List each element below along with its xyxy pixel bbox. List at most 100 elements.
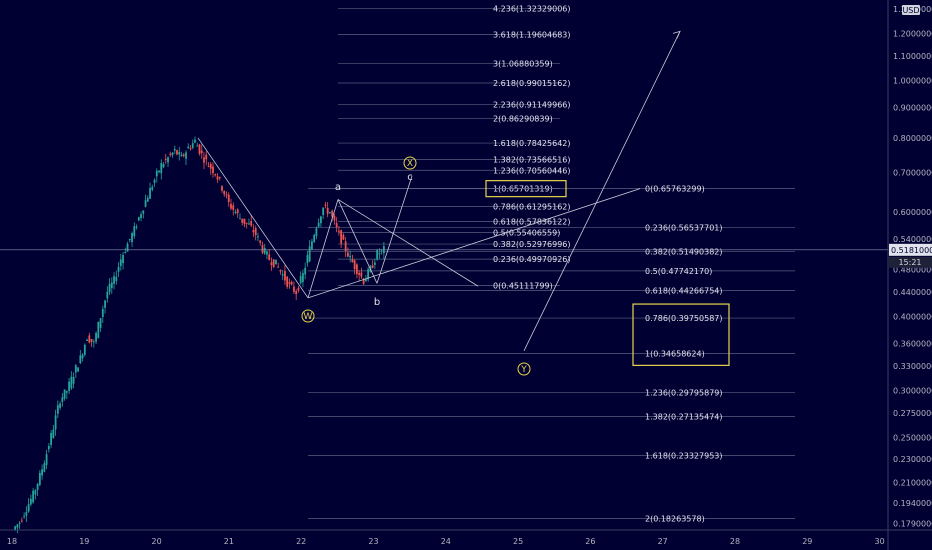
fib-label-left: 3(1.06880359) — [493, 59, 553, 68]
candle-body — [92, 341, 95, 343]
x-tick-label: 21 — [224, 537, 234, 546]
y-tick-label: 0.23000000 — [893, 455, 932, 464]
candle-body — [23, 515, 26, 517]
x-tick-label: 19 — [79, 537, 89, 546]
candle-body — [299, 276, 302, 284]
candle-body — [268, 254, 271, 260]
candle-body — [108, 283, 111, 293]
candle-body — [313, 235, 316, 243]
candle-body — [81, 354, 84, 359]
candle-body — [248, 223, 250, 225]
wave-label-a: a — [335, 182, 341, 193]
candle-body — [189, 148, 192, 150]
candle-body — [119, 259, 122, 266]
candle-body — [326, 207, 329, 214]
candle-body — [61, 397, 64, 402]
fib-anchor-line — [307, 188, 641, 299]
candle-body — [216, 176, 219, 180]
wave-label-x: X — [407, 159, 413, 169]
candle-body — [259, 240, 262, 243]
candle-body — [185, 152, 187, 159]
x-tick-label: 28 — [730, 537, 740, 546]
candle-body — [140, 214, 142, 218]
candle-body — [146, 197, 149, 202]
candle-body — [344, 241, 347, 251]
candle-body — [353, 260, 356, 270]
candle-body — [68, 381, 70, 391]
x-tick-label: 24 — [441, 537, 451, 546]
candle-body — [376, 250, 379, 260]
candle-body — [95, 333, 97, 342]
candle-body — [171, 152, 174, 156]
candle-body — [212, 166, 214, 174]
candle-body — [275, 259, 277, 265]
x-tick-label: 30 — [875, 537, 885, 546]
candle-body — [155, 170, 158, 177]
candle-body — [196, 145, 199, 147]
candle-body — [54, 415, 57, 430]
candle-body — [14, 526, 17, 530]
candle-body — [72, 376, 75, 384]
candle-body — [38, 472, 41, 485]
candle-body — [43, 463, 46, 472]
candle-body — [342, 234, 345, 240]
fib-label-left: 1(0.65701319) — [493, 185, 553, 194]
y-tick-label: 1.00000000 — [893, 76, 932, 85]
candle-body — [261, 245, 264, 253]
candle-body — [50, 432, 52, 446]
candle-body — [351, 259, 354, 263]
wave-line-b-to-c — [376, 175, 413, 284]
candle-body — [135, 226, 138, 228]
currency-badge[interactable] — [902, 5, 920, 15]
candlesticks — [14, 136, 385, 534]
candle-body — [207, 165, 210, 167]
highlight-box-fib-1 — [485, 180, 567, 198]
candle-body — [194, 139, 196, 143]
candle-body — [349, 255, 352, 258]
candle-body — [70, 376, 73, 389]
candle-body — [36, 483, 39, 490]
fib-label-right: 1.382(0.27135474) — [645, 412, 723, 421]
countdown-label: 15:21 — [898, 258, 921, 267]
candle-body — [133, 226, 136, 237]
x-tick-label: 27 — [658, 537, 668, 546]
y-tick-label: 0.60000000 — [893, 208, 932, 217]
candle-body — [373, 262, 376, 265]
fib-label-right: 2(0.18263578) — [645, 514, 705, 523]
wave-label-y: Y — [520, 365, 527, 375]
candle-body — [257, 236, 259, 238]
candle-body — [347, 252, 349, 257]
candle-body — [243, 218, 246, 224]
y-tick-label: 0.80000000 — [893, 134, 932, 143]
candle-body — [47, 446, 50, 450]
candle-body — [284, 270, 286, 281]
y-tick-label: 0.40000000 — [893, 312, 932, 321]
candle-body — [270, 262, 273, 266]
candle-body — [101, 309, 104, 318]
candle-body — [223, 190, 226, 195]
candle-body — [329, 212, 331, 214]
wave-label-x-circle — [403, 156, 417, 170]
y-tick-label: 0.90000000 — [893, 104, 932, 113]
candle-body — [367, 269, 370, 280]
fib-label-left: 2.618(0.99015162) — [493, 79, 571, 88]
fib-label-left: 0.786(0.61295162) — [493, 203, 571, 212]
candle-body — [65, 391, 68, 393]
candle-body — [236, 209, 239, 214]
candle-body — [29, 498, 32, 505]
currency-label: USD — [902, 6, 919, 15]
candle-body — [160, 163, 163, 174]
y-tick-label: 0.30000000 — [893, 387, 932, 396]
candle-body — [250, 221, 253, 226]
candle-body — [302, 273, 304, 282]
candle-body — [230, 203, 232, 209]
fib-label-left: 2(0.86290839) — [493, 114, 553, 123]
candle-body — [110, 282, 113, 289]
candle-body — [88, 335, 91, 343]
fib-label-left: 1.236(0.70560446) — [493, 166, 571, 175]
candle-body — [371, 265, 374, 268]
wave-line-a-to-b — [337, 199, 378, 284]
